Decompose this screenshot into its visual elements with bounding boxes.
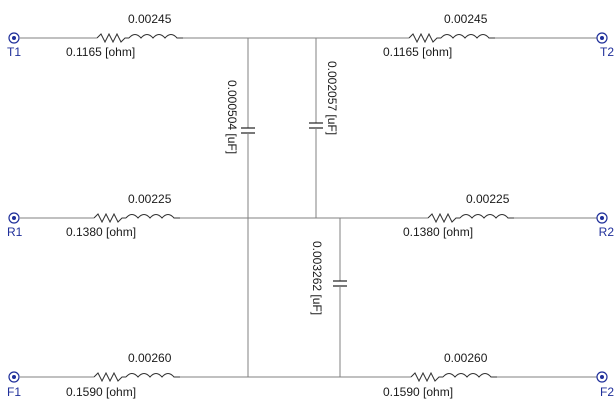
terminal-t2-label: T2 bbox=[600, 45, 614, 59]
resistance-r-right-label: 0.1380 [ohm] bbox=[403, 225, 473, 239]
capacitor-c2-label: 0.002057 [uF] bbox=[325, 61, 339, 135]
terminal-t1-node[interactable] bbox=[8, 32, 20, 44]
capacitor-c1-label: 0.000504 [uF] bbox=[225, 80, 239, 154]
inductance-r-right-label: 0.00225 bbox=[466, 192, 510, 206]
terminal-r1-label: R1 bbox=[7, 225, 23, 239]
terminal-f2-node[interactable] bbox=[596, 371, 608, 383]
rl-symbol-t-right bbox=[408, 32, 495, 44]
rl-symbol-r-right bbox=[427, 212, 514, 224]
capacitor-c2-symbol bbox=[309, 122, 323, 135]
capacitor-c3-symbol bbox=[333, 280, 347, 293]
capacitor-c1-symbol bbox=[241, 127, 255, 140]
resistance-f-left-label: 0.1590 [ohm] bbox=[66, 385, 136, 399]
resistance-t-right-label: 0.1165 [ohm] bbox=[383, 45, 452, 59]
rl-symbol-f-left bbox=[93, 371, 180, 383]
terminal-f1-node[interactable] bbox=[8, 371, 20, 383]
terminal-f2-label: F2 bbox=[600, 385, 614, 399]
resistance-f-right-label: 0.1590 [ohm] bbox=[383, 385, 453, 399]
terminal-r2-label: R2 bbox=[599, 225, 614, 239]
inductance-t-left-label: 0.00245 bbox=[128, 12, 172, 26]
rl-symbol-t-left bbox=[96, 32, 183, 44]
terminal-t2-node[interactable] bbox=[596, 32, 608, 44]
inductance-f-left-label: 0.00260 bbox=[128, 351, 172, 365]
inductance-r-left-label: 0.00225 bbox=[128, 192, 172, 206]
rl-symbol-r-left bbox=[93, 212, 180, 224]
terminal-r1-node[interactable] bbox=[8, 212, 20, 224]
inductance-t-right-label: 0.00245 bbox=[444, 12, 488, 26]
terminal-t1-label: T1 bbox=[7, 45, 21, 59]
terminal-f1-label: F1 bbox=[7, 385, 21, 399]
capacitor-c3-label: 0.003262 [uF] bbox=[310, 241, 324, 315]
terminal-r2-node[interactable] bbox=[596, 212, 608, 224]
resistance-t-left-label: 0.1165 [ohm] bbox=[66, 45, 135, 59]
shunt-wires bbox=[247, 38, 341, 377]
inductance-f-right-label: 0.00260 bbox=[444, 351, 488, 365]
resistance-r-left-label: 0.1380 [ohm] bbox=[66, 225, 136, 239]
rl-symbol-f-right bbox=[410, 371, 497, 383]
